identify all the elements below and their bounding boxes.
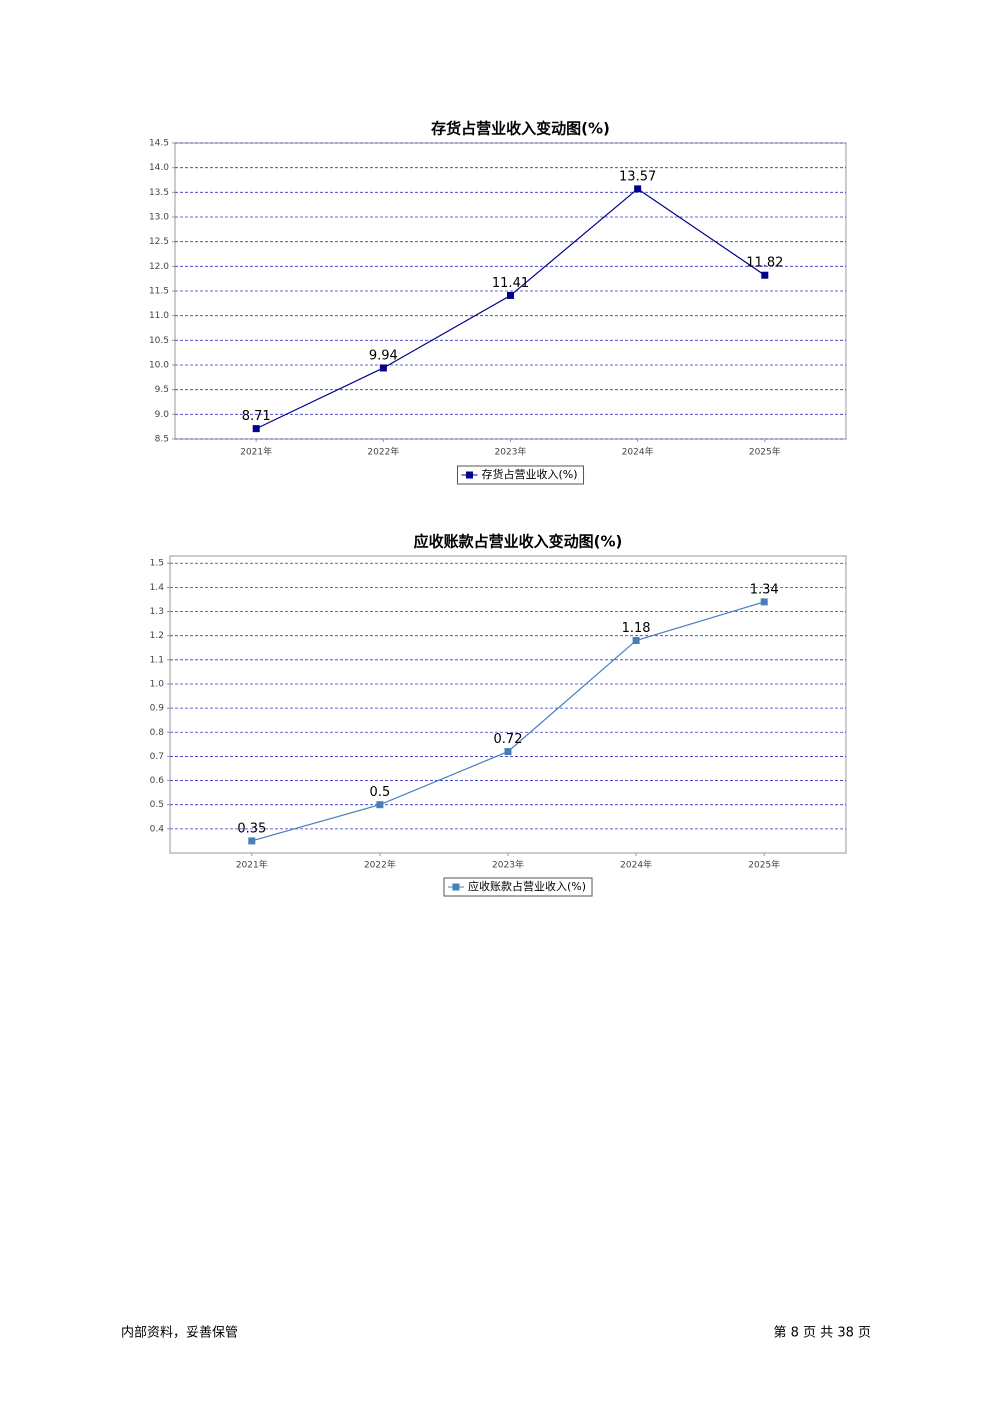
y-tick-label: 12.5 [149, 237, 169, 247]
footer-page: 第 8 页 共 38 页 [774, 1326, 871, 1341]
y-tick-label: 9.5 [155, 385, 169, 395]
data-point [376, 801, 384, 809]
data-label: 11.82 [746, 256, 783, 271]
footer-left: 内部资料，妥善保管 [121, 1325, 238, 1341]
y-tick-label: 0.4 [150, 824, 165, 834]
legend-label: 应收账款占营业收入(%) [468, 879, 586, 893]
legend-marker [465, 471, 473, 479]
legend-label: 存货占营业收入(%) [481, 467, 577, 481]
y-tick-label: 1.3 [150, 607, 164, 617]
y-tick-label: 11.0 [149, 311, 169, 321]
y-tick-label: 0.7 [150, 752, 164, 762]
x-tick-label: 2022年 [364, 859, 396, 871]
x-tick-label: 2025年 [749, 446, 781, 458]
data-point [248, 837, 256, 845]
x-tick-label: 2024年 [622, 446, 654, 458]
legend: 应收账款占营业收入(%) [443, 877, 593, 897]
data-label: 8.71 [242, 409, 271, 424]
data-point [634, 185, 642, 193]
y-tick-label: 13.0 [149, 213, 169, 223]
y-tick-label: 10.5 [149, 336, 169, 346]
y-tick-label: 9.0 [155, 410, 170, 420]
chart-title: 存货占营业收入变动图(%) [431, 120, 610, 138]
y-tick-label: 0.6 [150, 776, 165, 786]
data-label: 13.57 [619, 169, 656, 184]
data-point [252, 425, 260, 433]
data-label: 11.41 [492, 276, 529, 291]
y-tick-label: 1.5 [150, 559, 164, 569]
data-point [504, 748, 512, 756]
y-tick-label: 8.5 [155, 435, 169, 445]
x-tick-label: 2023年 [495, 446, 527, 458]
legend-box [456, 465, 585, 485]
y-tick-label: 13.5 [149, 188, 169, 198]
x-tick-label: 2021年 [236, 859, 268, 871]
y-tick-label: 12.0 [149, 262, 169, 272]
data-label: 0.5 [370, 785, 391, 800]
data-label: 0.72 [494, 732, 523, 747]
data-label: 1.18 [622, 621, 651, 636]
data-point [507, 291, 514, 299]
data-label: 9.94 [369, 348, 398, 363]
x-tick-label: 2021年 [240, 446, 272, 458]
data-label: 1.34 [750, 582, 779, 597]
chart-title: 应收账款占营业收入变动图(%) [414, 533, 623, 551]
data-label: 0.35 [237, 821, 266, 836]
y-tick-label: 10.0 [149, 361, 169, 371]
data-point [379, 364, 387, 372]
legend-marker [452, 883, 460, 891]
y-tick-label: 14.5 [149, 139, 169, 149]
y-tick-label: 14.0 [149, 163, 169, 173]
legend-box [443, 877, 593, 897]
y-tick-label: 0.9 [150, 704, 165, 714]
data-point [760, 598, 768, 606]
x-tick-label: 2025年 [748, 859, 780, 871]
x-tick-label: 2024年 [620, 859, 652, 871]
y-tick-label: 1.2 [150, 631, 164, 641]
data-point [761, 271, 769, 279]
y-tick-label: 0.8 [150, 728, 165, 738]
plot-area [169, 555, 847, 854]
data-point [632, 637, 640, 645]
legend: 存货占营业收入(%) [456, 465, 585, 485]
y-tick-label: 11.5 [149, 287, 169, 297]
y-tick-label: 1.0 [150, 679, 165, 689]
x-tick-label: 2022年 [367, 446, 399, 458]
y-tick-label: 0.5 [150, 800, 164, 810]
y-tick-label: 1.1 [150, 655, 164, 665]
x-tick-label: 2023年 [492, 859, 524, 871]
y-tick-label: 1.4 [150, 583, 165, 593]
